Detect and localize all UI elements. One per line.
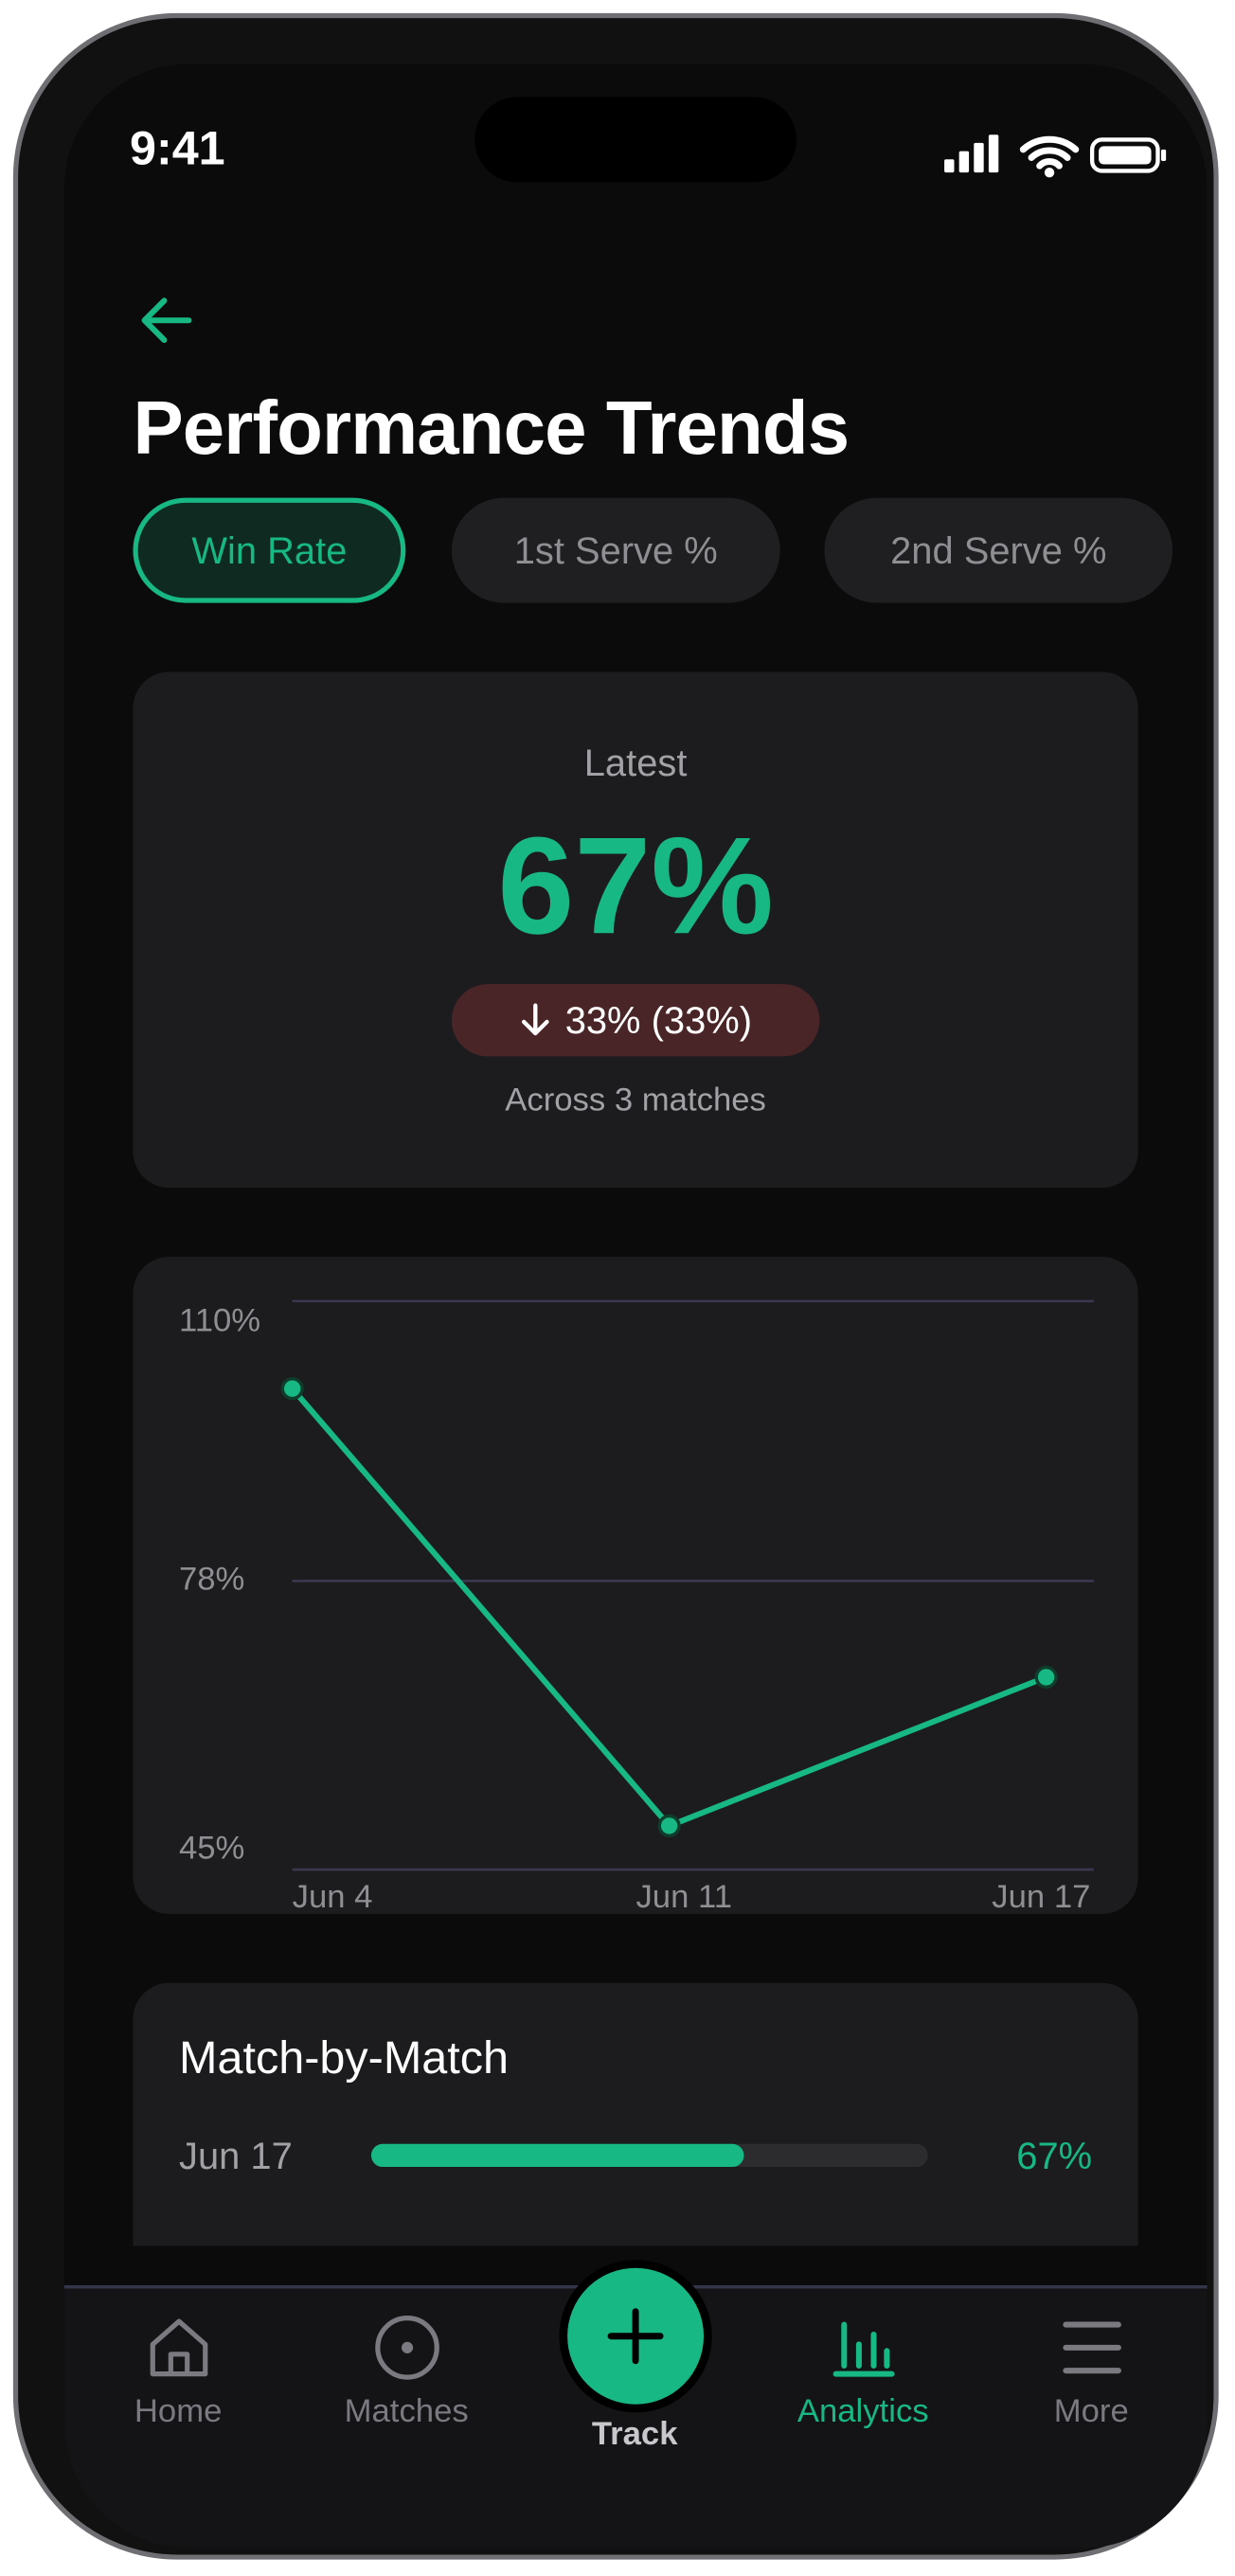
summary-value: 67% <box>497 808 774 963</box>
nav-item[interactable]: Analytics <box>749 2312 977 2432</box>
match-bar <box>370 2143 744 2168</box>
matches-icon <box>374 2316 439 2380</box>
summary-note: Across 3 matches <box>505 1082 766 1119</box>
status-icons <box>944 134 1167 178</box>
data-point <box>280 1377 304 1401</box>
summary-card: Latest 67% 33% (33%) Across 3 matches <box>133 671 1138 1189</box>
nav-item[interactable]: Home <box>64 2312 293 2432</box>
y-tick-label: 110% <box>179 1303 260 1339</box>
dynamic-island <box>474 97 797 183</box>
match-card: Match-by-Match Jun 17 67% <box>133 1982 1138 2246</box>
track-button <box>558 2260 711 2413</box>
nav-label: Track <box>591 2416 678 2453</box>
trend-chart: 45% 78% 110% Jun 4 Jun 11 Jun 17 <box>133 1257 1138 1914</box>
phone-frame: 9:41 Performance Trends Win Rate 1st Ser… <box>12 12 1219 2560</box>
down-arrow-icon <box>522 1003 549 1036</box>
tab-bar: Home Matches Track Analytics More <box>63 2260 1208 2549</box>
data-point <box>1034 1665 1058 1690</box>
screen: 9:41 Performance Trends Win Rate 1st Ser… <box>63 63 1208 2549</box>
tab[interactable]: 1st Serve % <box>451 497 780 603</box>
y-tick-label: 45% <box>179 1830 244 1866</box>
x-tick-label: Jun 11 <box>635 1879 732 1914</box>
match-title: Match-by-Match <box>179 2031 510 2084</box>
page-title: Performance Trends <box>133 384 850 471</box>
nav-label: Matches <box>344 2393 469 2430</box>
nav-label: Analytics <box>796 2393 929 2430</box>
trend-line <box>290 1386 1047 1829</box>
summary-caption: Latest <box>583 741 688 784</box>
tab[interactable]: 2nd Serve % <box>824 497 1173 603</box>
nav-item[interactable]: Track <box>521 2259 749 2454</box>
x-tick-label: Jun 4 <box>293 1879 373 1914</box>
change-text: 33% (33%) <box>564 997 753 1041</box>
home-icon <box>149 2318 207 2377</box>
x-tick-label: Jun 17 <box>992 1879 1090 1914</box>
status-time: 9:41 <box>129 123 225 176</box>
analytics-icon <box>832 2321 894 2377</box>
nav-label: Home <box>134 2393 223 2430</box>
nav-item[interactable]: More <box>977 2312 1206 2432</box>
y-tick-label: 78% <box>179 1562 244 1598</box>
nav-label: More <box>1053 2393 1129 2430</box>
back-button[interactable] <box>136 291 195 349</box>
match-value: 67% <box>1016 2134 1093 2177</box>
tab[interactable]: Win Rate <box>133 497 406 603</box>
match-date: Jun 17 <box>179 2134 293 2177</box>
change-badge: 33% (33%) <box>451 984 820 1057</box>
data-point <box>657 1814 681 1838</box>
nav-item[interactable]: Matches <box>293 2312 521 2432</box>
match-bar-track <box>370 2143 928 2168</box>
more-icon <box>1062 2321 1121 2374</box>
